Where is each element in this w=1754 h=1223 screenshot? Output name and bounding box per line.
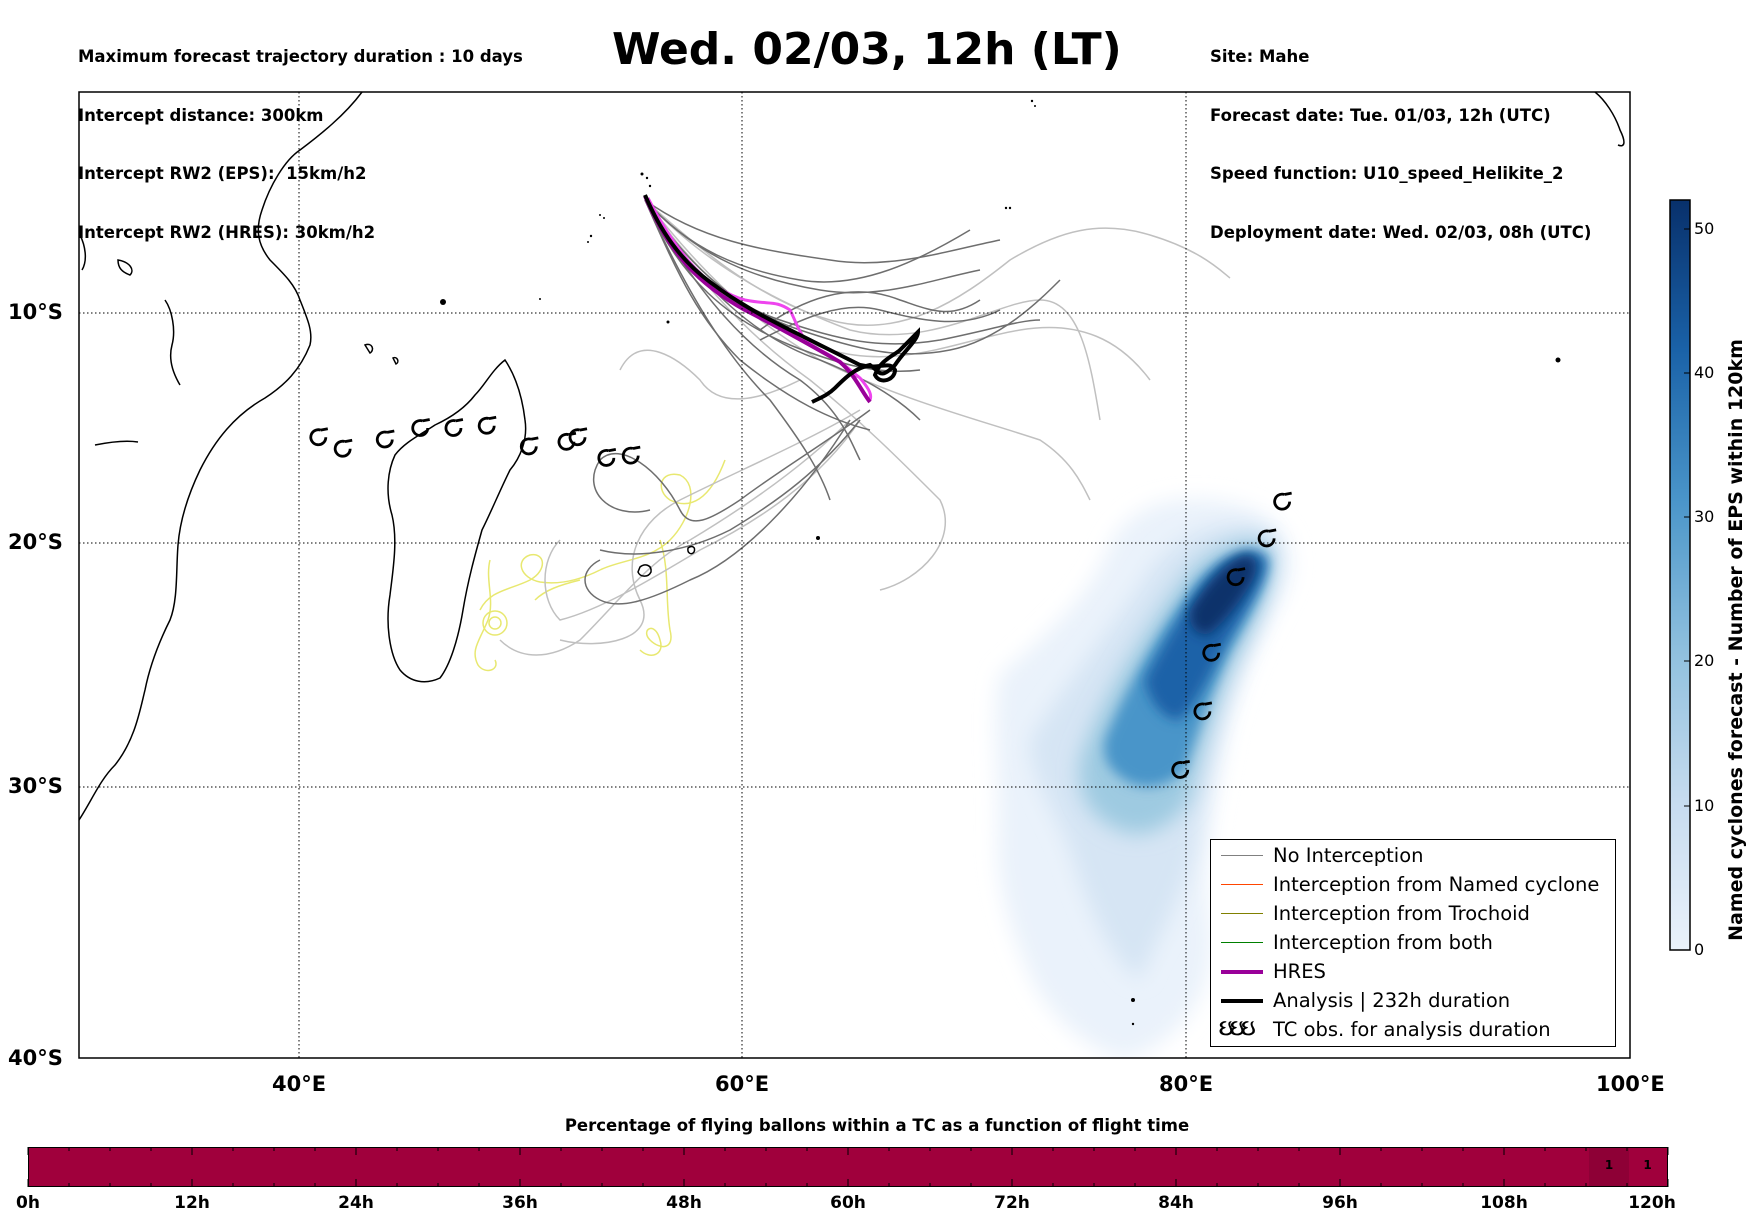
lat-label-40s: 40°S (8, 1046, 63, 1070)
colorbar-tick-0: 0 (1694, 940, 1705, 959)
legend-item-both: Interception from both (1211, 929, 1615, 958)
legend-item-named-cyclone: Interception from Named cyclone (1211, 871, 1615, 900)
percentage-cell: 1 (1629, 1148, 1666, 1186)
cyclone-icon (1193, 701, 1213, 721)
cyclone-icon (444, 418, 464, 437)
legend-item-tc-obs: ઇઇઇ TC obs. for analysis duration (1211, 1016, 1615, 1045)
cyclone-icon: ઇઇઇ (1219, 1016, 1255, 1041)
map-frame (78, 91, 1631, 1059)
time-tick: 120h (1628, 1193, 1676, 1213)
lon-label-80e: 80°E (1159, 1072, 1214, 1096)
legend-swatch (1221, 999, 1263, 1003)
legend-swatch (1221, 913, 1263, 914)
cyclone-icon (1202, 642, 1221, 662)
hres-trajectory (643, 195, 872, 404)
cyclone-icon (411, 418, 430, 437)
max-duration-text: Maximum forecast trajectory duration : 1… (78, 47, 523, 66)
percentage-bar: 1 1 (28, 1147, 1668, 1187)
time-tick: 72h (994, 1193, 1030, 1213)
colorbar-tick-30: 30 (1694, 507, 1715, 526)
analysis-trajectory (643, 194, 921, 404)
legend-swatch (1221, 942, 1263, 943)
speed-function-text: Speed function: U10_speed_Helikite_2 (1210, 164, 1564, 183)
time-tick: 84h (1158, 1193, 1194, 1213)
legend-item-trochoid: Interception from Trochoid (1211, 900, 1615, 929)
cyclone-icon (477, 415, 497, 435)
cyclone-icon (1273, 491, 1292, 511)
legend-label: TC obs. for analysis duration (1273, 1018, 1551, 1041)
cyclone-icon (1257, 528, 1277, 548)
colorbar-label: Named cyclones forecast - Number of EPS … (1725, 339, 1747, 941)
cyclone-icon (1226, 567, 1246, 587)
seychelles-islands (440, 99, 1561, 1026)
site-text: Site: Mahe (1210, 47, 1310, 66)
deployment-date-text: Deployment date: Wed. 02/03, 08h (UTC) (1210, 222, 1592, 242)
legend-item-hres: HRES (1211, 958, 1615, 987)
lat-label-10s: 10°S (8, 300, 63, 324)
legend-label: HRES (1273, 960, 1326, 983)
percentage-cell-label: 1 (1604, 1158, 1614, 1172)
colorbar-tick-50: 50 (1694, 219, 1715, 238)
time-tick: 48h (666, 1193, 702, 1213)
tc-observations (309, 415, 1292, 779)
cyclone-icon (333, 438, 353, 458)
legend-label: Interception from both (1273, 931, 1493, 954)
time-tick: 12h (174, 1193, 210, 1213)
colorbar-tick-10: 10 (1694, 796, 1715, 815)
cyclone-icon (309, 427, 329, 447)
map-legend: No Interception Interception from Named … (1210, 839, 1616, 1047)
site-info: Site: Mahe Forecast date: Tue. 01/03, 12… (1210, 8, 1591, 262)
forecast-date-text: Forecast date: Tue. 01/03, 12h (UTC) (1210, 105, 1551, 125)
time-tick: 108h (1480, 1193, 1528, 1213)
percentage-cell-label: 1 (1643, 1158, 1652, 1172)
legend-label: No Interception (1273, 844, 1424, 867)
lon-label-100e: 100°E (1596, 1072, 1665, 1096)
cyclone-icon (557, 431, 577, 451)
percentage-cell: 1 (1589, 1148, 1629, 1186)
time-tick: 96h (1322, 1193, 1358, 1213)
legend-label: Analysis | 232h duration (1273, 989, 1511, 1012)
page-title: Wed. 02/03, 12h (LT) (612, 24, 1122, 75)
time-tick: 0h (16, 1193, 40, 1213)
cyclone-icon (621, 445, 641, 465)
time-tick: 24h (338, 1193, 374, 1213)
gridlines (79, 92, 1630, 1058)
colorbar-tick-40: 40 (1694, 363, 1715, 382)
cyclone-icon (568, 427, 588, 447)
intercept-distance-text: Intercept distance: 300km (78, 105, 324, 125)
forecast-parameters: Maximum forecast trajectory duration : 1… (78, 8, 523, 262)
hres-variant-trajectory (646, 197, 873, 401)
cyclone-icon (597, 448, 617, 467)
intercept-hres-text: Intercept RW2 (HRES): 30km/h2 (78, 222, 376, 242)
lon-label-60e: 60°E (715, 1072, 770, 1096)
lat-label-30s: 30°S (8, 774, 63, 798)
cyclone-icon (1171, 760, 1190, 779)
percentage-bar-title: Percentage of flying ballons within a TC… (564, 1116, 1190, 1135)
coastlines (79, 92, 1625, 821)
time-tick: 36h (502, 1193, 538, 1213)
legend-label: Interception from Trochoid (1273, 902, 1530, 925)
trochoid-traces (474, 459, 726, 672)
legend-item-analysis: Analysis | 232h duration (1211, 987, 1615, 1016)
intercept-eps-text: Intercept RW2 (EPS): 15km/h2 (78, 164, 367, 183)
colorbar-tick-20: 20 (1694, 651, 1715, 670)
density-colorbar (1669, 199, 1691, 951)
legend-label: Interception from Named cyclone (1273, 873, 1600, 896)
lat-label-20s: 20°S (8, 530, 63, 554)
legend-swatch (1221, 884, 1263, 885)
legend-item-no-interception: No Interception (1211, 842, 1615, 871)
lon-label-40e: 40°E (272, 1072, 327, 1096)
time-tick: 60h (830, 1193, 866, 1213)
legend-swatch (1221, 970, 1263, 974)
cyclone-icon (375, 429, 395, 449)
cyclone-icon (519, 436, 539, 456)
legend-swatch (1221, 855, 1263, 856)
